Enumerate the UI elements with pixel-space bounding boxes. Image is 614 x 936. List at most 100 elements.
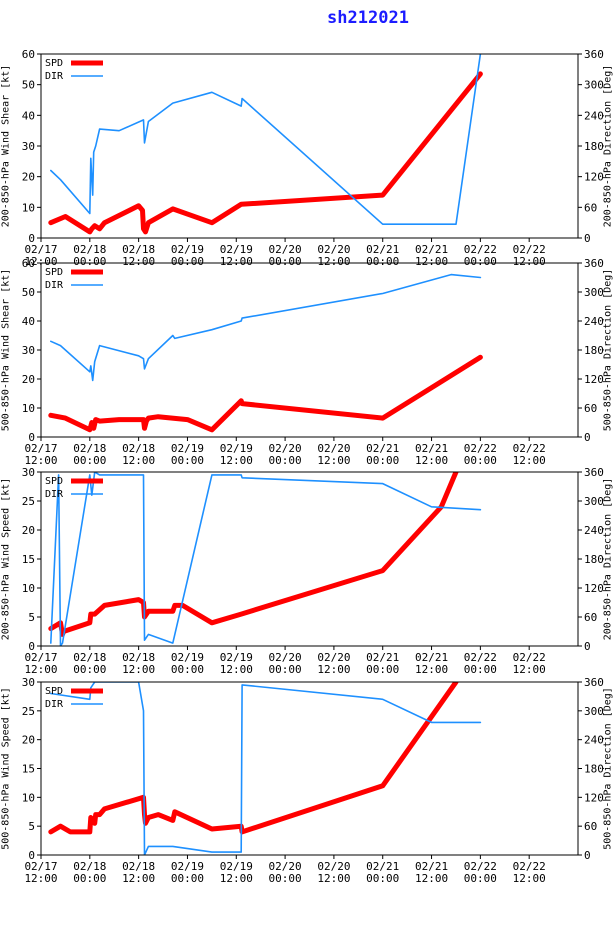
right-y-tick-label: 360 [584,676,604,689]
right-y-tick-label: 300 [584,79,604,92]
spd-series-line [48,472,459,637]
x-tick-label-date: 02/20 [269,860,302,873]
x-tick-label-time: 00:00 [464,255,497,268]
right-y-tick-label: 360 [584,48,604,61]
x-tick-label-time: 12:00 [317,454,350,467]
dir-series-line [49,273,482,382]
x-tick-label-time: 00:00 [73,872,106,885]
x-tick-label-time: 12:00 [415,872,448,885]
x-tick-label-date: 02/21 [415,442,448,455]
x-tick-label-date: 02/18 [122,442,155,455]
left-y-tick-label: 20 [22,373,35,386]
x-tick-label-time: 00:00 [269,872,302,885]
right-y-tick-label: 180 [584,344,604,357]
legend-label-dir: DIR [45,699,64,710]
left-y-tick-label: 10 [22,582,35,595]
x-tick-label-time: 12:00 [220,663,253,676]
right-y-tick-label: 120 [584,373,604,386]
x-tick-label-time: 12:00 [415,663,448,676]
x-tick-label-time: 00:00 [73,663,106,676]
left-y-tick-label: 20 [22,524,35,537]
right-y-tick-label: 0 [584,431,591,444]
x-tick-label-time: 12:00 [122,454,155,467]
x-tick-label-date: 02/18 [122,860,155,873]
left-y-tick-label: 50 [22,286,35,299]
x-tick-label-time: 12:00 [220,872,253,885]
left-axis-label: 200-850-hPa Wind Shear [kt] [1,65,12,228]
x-tick-label-time: 00:00 [171,454,204,467]
x-tick-label-date: 02/22 [464,442,497,455]
x-tick-label-date: 02/20 [269,442,302,455]
x-tick-label-date: 02/17 [24,442,57,455]
left-y-tick-label: 0 [28,640,35,653]
right-y-tick-label: 300 [584,286,604,299]
right-axis-label: 500-850-hPa Direction [Deg] [603,269,614,432]
x-tick-label-date: 02/19 [220,243,253,256]
left-y-tick-label: 20 [22,734,35,747]
page-title: sh212021 [327,8,409,28]
x-tick-label-date: 02/21 [415,651,448,664]
right-y-tick-label: 60 [584,611,597,624]
x-tick-label-date: 02/19 [171,651,204,664]
x-tick-label-date: 02/19 [220,442,253,455]
x-tick-label-date: 02/21 [366,860,399,873]
legend-label-dir: DIR [45,71,64,82]
left-y-tick-label: 25 [22,495,35,508]
left-y-tick-label: 30 [22,676,35,689]
plot-frame [40,53,579,239]
x-tick-label-time: 12:00 [24,663,57,676]
left-y-tick-label: 15 [22,763,35,776]
x-tick-label-date: 02/22 [464,651,497,664]
plot-frame [40,471,579,647]
left-y-tick-label: 40 [22,315,35,328]
x-tick-label-date: 02/18 [73,243,106,256]
right-y-tick-label: 180 [584,553,604,566]
x-tick-label-time: 12:00 [513,255,546,268]
right-y-tick-label: 60 [584,402,597,415]
x-tick-label-time: 12:00 [24,255,57,268]
left-y-tick-label: 10 [22,791,35,804]
x-tick-label-date: 02/22 [513,651,546,664]
x-tick-label-date: 02/18 [73,651,106,664]
left-y-tick-label: 5 [28,820,35,833]
x-tick-label-time: 00:00 [269,255,302,268]
x-tick-label-date: 02/22 [464,243,497,256]
x-tick-label-date: 02/21 [415,860,448,873]
x-tick-label-time: 12:00 [24,872,57,885]
x-tick-label-date: 02/22 [513,442,546,455]
x-tick-label-time: 00:00 [171,255,204,268]
x-tick-label-time: 00:00 [464,454,497,467]
chart-panel-4: 05101520253006012018024030036002/1712:00… [1,676,614,885]
x-tick-label-date: 02/19 [220,860,253,873]
right-y-tick-label: 240 [584,734,604,747]
legend-label-spd: SPD [45,267,63,278]
right-y-tick-label: 120 [584,791,604,804]
x-tick-label-time: 12:00 [122,663,155,676]
dir-series-line [49,54,482,225]
x-tick-label-date: 02/21 [366,651,399,664]
x-tick-label-date: 02/20 [317,442,350,455]
x-tick-label-date: 02/18 [122,243,155,256]
right-y-tick-label: 240 [584,524,604,537]
x-tick-label-date: 02/20 [317,243,350,256]
chart-panel-3: 05101520253006012018024030036002/1712:00… [1,466,614,676]
x-tick-label-date: 02/22 [464,860,497,873]
legend-label-spd: SPD [45,58,63,69]
right-y-tick-label: 0 [584,849,591,862]
plot-frame [40,681,579,856]
x-tick-label-time: 12:00 [415,454,448,467]
right-y-tick-label: 300 [584,705,604,718]
right-y-tick-label: 240 [584,109,604,122]
x-tick-label-time: 00:00 [464,872,497,885]
x-tick-label-time: 00:00 [366,255,399,268]
legend-label-spd: SPD [45,476,63,487]
right-y-tick-label: 360 [584,466,604,479]
x-tick-label-time: 12:00 [317,872,350,885]
x-tick-label-date: 02/18 [122,651,155,664]
x-tick-label-time: 00:00 [366,663,399,676]
left-y-tick-label: 5 [28,611,35,624]
left-y-tick-label: 25 [22,705,35,718]
x-tick-label-time: 12:00 [513,454,546,467]
x-tick-label-date: 02/17 [24,243,57,256]
